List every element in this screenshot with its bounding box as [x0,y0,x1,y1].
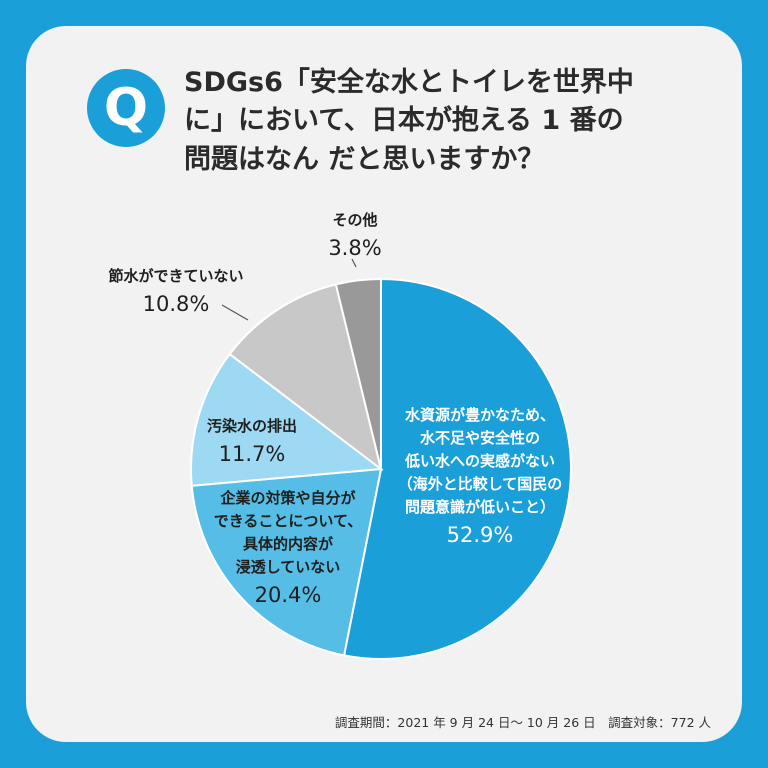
slice-other [334,277,382,470]
slice-water-awareness [342,277,572,660]
slice-label: 低い水への実感がない [404,452,555,470]
leader-line [351,258,357,268]
slice-label: 具体的内容が [243,535,334,553]
slice-label: その他 [332,211,377,229]
slice-polluted-water [190,352,384,487]
slice-label: できることについて、 [214,512,363,530]
slice-corporate-action [190,467,383,657]
slice-label: （海外と比較して国民の [398,475,563,493]
slice-label: 浸透していない [236,558,341,576]
slice-value-label: 11.7% [219,442,286,466]
slice-value-label: 20.4% [255,583,322,607]
slice-label: 汚染水の排出 [207,417,297,435]
q-badge: Q [87,69,165,147]
survey-note: 調査期間：2021 年 9 月 24 日～ 10 月 26 日 調査対象：772… [334,715,711,730]
slice-label: 問題意識が低いこと） [405,498,555,516]
slice-label: 水資源が豊かなため、 [405,406,555,424]
question-line: 問題はなん だと思いますか？ [184,143,545,175]
leader-line [221,304,249,321]
slice-label: 水不足や安全性の [420,429,540,447]
question-line: に」において、日本が抱える 1 番の [184,105,624,137]
slice-value-label: 10.8% [143,292,210,316]
slice-value-label: 3.8% [328,236,381,260]
slice-label: 節水ができていない [108,267,243,285]
slice-label: 企業の対策や自分が [219,489,356,507]
slice-water-saving [228,283,383,472]
slice-value-label: 52.9% [447,523,514,547]
question-line: SDGs6「安全な水とトイレを世界中 [184,67,634,98]
question-title: SDGs6「安全な水とトイレを世界中 に」において、日本が抱える 1 番の 問題… [184,64,724,179]
